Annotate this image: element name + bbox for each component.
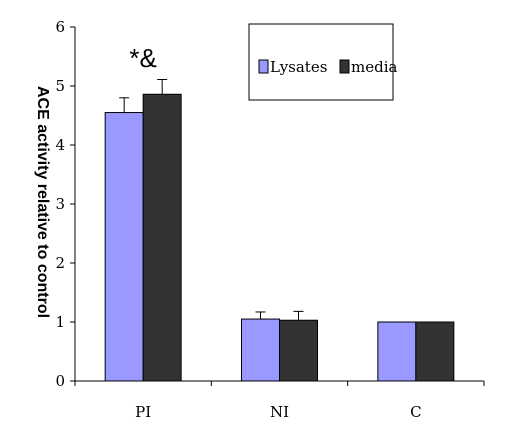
y-tick-label: 3: [55, 195, 65, 213]
y-tick-label: 5: [55, 77, 65, 95]
legend-swatch-lysates: [258, 59, 269, 74]
legend-box: [248, 23, 394, 101]
bars: *&: [104, 43, 455, 382]
bar-lysates-ni: [241, 318, 280, 382]
y-tick-label: 0: [55, 372, 65, 390]
y-tick-label: 1: [55, 313, 65, 331]
y-tick-label: 6: [55, 18, 65, 36]
bar-lysates-c: [377, 321, 417, 382]
bar-media-c: [415, 321, 455, 382]
y-tick-label: 2: [55, 254, 65, 272]
significance-annotation: *&: [129, 43, 156, 73]
bar-media-ni: [279, 319, 318, 382]
x-tick-label: C: [410, 403, 421, 421]
y-tick-label: 4: [55, 136, 65, 154]
legend-swatch-media: [339, 59, 350, 74]
y-axis-label: ACE activity relative to control: [34, 86, 51, 318]
x-tick-label: NI: [270, 403, 289, 421]
legend: Lysates media: [248, 23, 398, 101]
legend-label-lysates: Lysates: [270, 58, 327, 76]
bar-lysates-pi: [104, 112, 144, 382]
legend-label-media: media: [351, 58, 398, 76]
bar-media-pi: [142, 93, 182, 382]
x-tick-label: PI: [135, 403, 151, 421]
